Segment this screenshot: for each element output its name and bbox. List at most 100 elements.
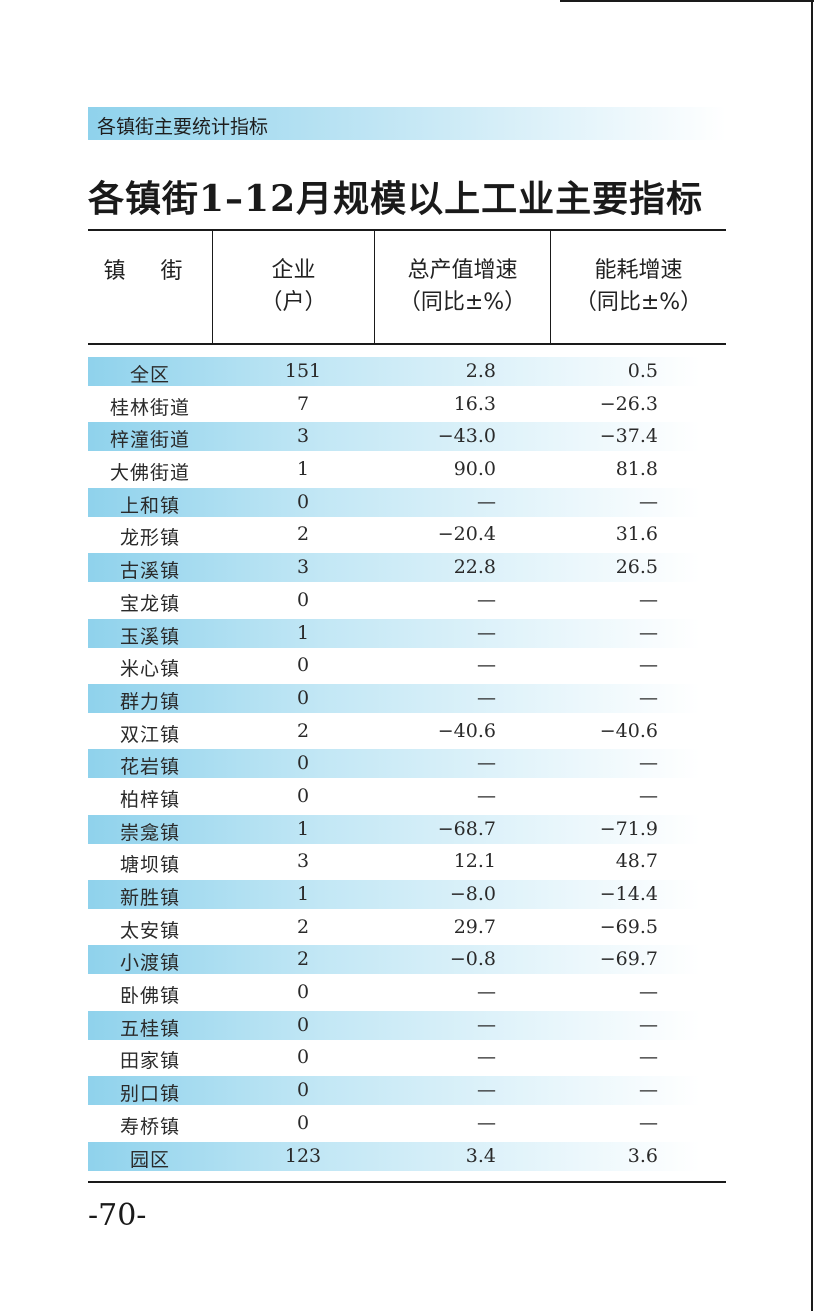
energy-growth-cell: 3.6 <box>627 1144 658 1167</box>
energy-growth-cell: — <box>639 654 658 677</box>
energy-growth-cell: — <box>639 1111 658 1134</box>
town-name-cell: 龙形镇 <box>119 527 180 550</box>
town-name-cell: 玉溪镇 <box>119 625 180 648</box>
town-name-cell: 园区 <box>129 1148 170 1171</box>
town-name-cell: 桂林街道 <box>109 396 190 419</box>
table-row: 玉溪镇 1 — — <box>88 617 726 650</box>
output-growth-cell: 90.0 <box>453 458 496 481</box>
table-top-rule <box>88 229 726 231</box>
energy-growth-cell: 26.5 <box>615 556 658 579</box>
table-row: 太安镇 2 29.7 −69.5 <box>88 911 726 944</box>
output-growth-cell: 3.4 <box>465 1144 496 1167</box>
town-name-cell: 花岩镇 <box>119 756 180 779</box>
energy-growth-cell: 31.6 <box>615 523 658 546</box>
energy-growth-cell: −14.4 <box>599 883 658 905</box>
enterprise-count-cell: 3 <box>296 850 310 873</box>
table-row: 园区 123 3.4 3.6 <box>88 1140 726 1173</box>
table-row: 田家镇 0 — — <box>88 1041 726 1074</box>
section-banner: 各镇街主要统计指标 <box>88 107 726 140</box>
column-header-town: 镇 街 <box>88 231 212 343</box>
page-title: 各镇街1–12月规模以上工业主要指标 <box>88 178 704 220</box>
energy-growth-cell: −69.7 <box>599 948 658 971</box>
table-row: 五桂镇 0 — — <box>88 1009 726 1042</box>
town-name-cell: 五桂镇 <box>119 1017 180 1040</box>
enterprise-count-cell: 0 <box>296 1046 310 1069</box>
output-growth-cell: 16.3 <box>453 392 496 415</box>
enterprise-count-cell: 1 <box>296 458 310 481</box>
output-growth-cell: 2.8 <box>465 360 496 382</box>
output-growth-cell: −0.8 <box>449 948 496 971</box>
output-growth-cell: — <box>477 588 496 611</box>
output-growth-cell: — <box>477 1046 496 1069</box>
enterprise-count-cell: 1 <box>296 621 310 644</box>
enterprise-count-cell: 0 <box>296 981 310 1004</box>
energy-growth-cell: — <box>639 1079 658 1102</box>
energy-growth-cell: — <box>639 686 658 709</box>
output-growth-cell: −40.6 <box>437 719 496 742</box>
energy-growth-cell: — <box>639 1046 658 1069</box>
enterprise-count-cell: 123 <box>284 1144 322 1167</box>
enterprise-count-cell: 151 <box>284 360 322 382</box>
enterprise-count-cell: 0 <box>296 752 310 775</box>
column-header-output-line1: 总产值增速 <box>407 258 518 283</box>
output-growth-cell: — <box>477 621 496 644</box>
table-row: 花岩镇 0 — — <box>88 747 726 780</box>
output-growth-cell: — <box>477 1013 496 1036</box>
table-bottom-rule <box>88 1181 726 1183</box>
enterprise-count-cell: 0 <box>296 490 310 513</box>
energy-growth-cell: −37.4 <box>599 425 658 448</box>
column-divider <box>550 231 551 343</box>
table-row: 古溪镇 3 22.8 26.5 <box>88 551 726 584</box>
energy-growth-cell: — <box>639 784 658 807</box>
table-row: 卧佛镇 0 — — <box>88 976 726 1009</box>
town-name-cell: 小渡镇 <box>119 952 180 975</box>
column-divider <box>374 231 375 343</box>
table-row: 崇龛镇 1 −68.7 −71.9 <box>88 813 726 846</box>
town-name-cell: 群力镇 <box>119 690 180 713</box>
table-row: 大佛街道 1 90.0 81.8 <box>88 453 726 486</box>
table-row: 柏梓镇 0 — — <box>88 780 726 813</box>
town-name-cell: 古溪镇 <box>119 560 180 583</box>
town-name-cell: 寿桥镇 <box>119 1115 180 1138</box>
output-growth-cell: −20.4 <box>437 523 496 546</box>
enterprise-count-cell: 0 <box>296 654 310 677</box>
energy-growth-cell: 48.7 <box>615 850 658 873</box>
energy-growth-cell: 81.8 <box>615 458 658 481</box>
output-growth-cell: — <box>477 752 496 775</box>
column-divider <box>212 231 213 343</box>
column-header-enterprises-line2: （户） <box>260 290 327 315</box>
town-name-cell: 梓潼街道 <box>109 429 190 452</box>
energy-growth-cell: — <box>639 490 658 513</box>
energy-growth-cell: — <box>639 752 658 775</box>
energy-growth-cell: −69.5 <box>599 915 658 938</box>
enterprise-count-cell: 0 <box>296 1111 310 1134</box>
table-row: 米心镇 0 — — <box>88 649 726 682</box>
column-header-energy-line2: （同比±%） <box>574 290 703 315</box>
town-name-cell: 卧佛镇 <box>119 985 180 1008</box>
section-label: 各镇街主要统计指标 <box>97 116 269 138</box>
town-name-cell: 新胜镇 <box>119 887 180 909</box>
town-name-cell: 田家镇 <box>119 1050 180 1073</box>
town-name-cell: 大佛街道 <box>109 462 190 485</box>
table-row: 上和镇 0 — — <box>88 486 726 519</box>
town-name-cell: 宝龙镇 <box>119 592 180 615</box>
enterprise-count-cell: 0 <box>296 784 310 807</box>
table-row: 小渡镇 2 −0.8 −69.7 <box>88 943 726 976</box>
column-header-enterprises: 企业 （户） <box>213 231 374 343</box>
page-number: -70- <box>88 1198 147 1233</box>
table-body: 全区 151 2.8 0.5 桂林街道 7 16.3 −26.3 梓潼街道 3 −43.0 −37.4… <box>88 355 726 1172</box>
enterprise-count-cell: 2 <box>296 915 310 938</box>
enterprise-count-cell: 2 <box>296 948 310 971</box>
page-edge-line <box>811 0 813 1311</box>
town-name-cell: 塘坝镇 <box>119 854 180 877</box>
town-name-cell: 上和镇 <box>119 494 180 517</box>
header-bottom-rule <box>88 343 726 345</box>
output-growth-cell: 29.7 <box>453 915 496 938</box>
enterprise-count-cell: 0 <box>296 1079 310 1102</box>
enterprise-count-cell: 0 <box>296 588 310 611</box>
enterprise-count-cell: 1 <box>296 817 310 840</box>
output-growth-cell: −43.0 <box>437 425 496 448</box>
town-name-cell: 米心镇 <box>119 658 180 681</box>
energy-growth-cell: — <box>639 981 658 1004</box>
table-row: 塘坝镇 3 12.1 48.7 <box>88 845 726 878</box>
